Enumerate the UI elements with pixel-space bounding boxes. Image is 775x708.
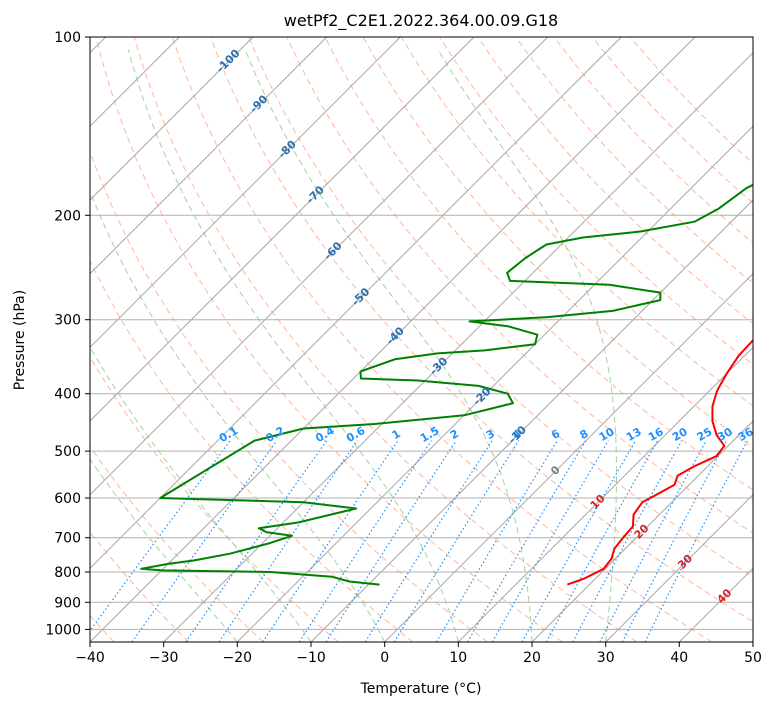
isotherm-line [90, 37, 328, 275]
y-tick-label: 600 [54, 491, 81, 507]
x-tick-label: 10 [449, 650, 467, 666]
mixing-ratio-line [90, 440, 231, 632]
y-tick-label: 900 [54, 595, 81, 611]
isotherm-line [457, 346, 753, 642]
mixing-ratio-line [262, 440, 399, 642]
dry-adiabat-line [171, 37, 712, 642]
x-tick-label: 0 [380, 650, 389, 666]
mixing-ratio-label: 36 [736, 425, 756, 444]
y-tick-label: 1000 [45, 622, 81, 638]
dry-adiabat-line [90, 356, 339, 642]
plot-frame [89, 36, 754, 643]
dry-adiabat-line [210, 37, 753, 623]
isotherm-line [90, 37, 475, 422]
y-tick-label: 800 [54, 565, 81, 581]
isotherm-line [90, 37, 622, 570]
moist-adiabat-line [244, 49, 533, 642]
x-tick-label: −10 [296, 650, 326, 666]
mixing-ratio-line [393, 440, 520, 642]
dry-adiabat-line [95, 37, 563, 642]
moist-adiabat-line [90, 458, 238, 642]
mixing-ratio-line [644, 440, 748, 642]
series-lines [140, 183, 753, 586]
pressure-grid [90, 37, 753, 630]
background-lines [90, 37, 753, 642]
isotherm-line [90, 37, 696, 642]
isotherm-line [236, 125, 753, 642]
y-axis: 1000 900 800 700 600 500 400 300 200 100 [45, 30, 90, 638]
y-tick-label: 700 [54, 531, 81, 547]
moist-adiabat-line [437, 49, 617, 642]
dry-adiabat-line [133, 37, 638, 642]
mixing-ratio-line [491, 440, 609, 642]
x-tick-label: −20 [223, 650, 253, 666]
mixing-ratio-line [521, 440, 637, 642]
x-tick-label: −40 [75, 650, 105, 666]
y-tick-label: 100 [54, 30, 81, 46]
isotherm-line [90, 37, 401, 349]
isotherm-line [310, 199, 753, 642]
x-tick-label: 30 [597, 650, 615, 666]
y-tick-label: 500 [54, 444, 81, 460]
mixing-ratio-line [466, 440, 587, 642]
x-axis-title: Temperature (°C) [360, 681, 482, 697]
isotherm-line [531, 420, 753, 642]
x-tick-label: 20 [523, 650, 541, 666]
plot-background [90, 37, 753, 642]
mixing-ratio-line [545, 440, 659, 642]
mixing-ratio-line [298, 440, 432, 642]
mixing-ratio-line [435, 440, 558, 642]
x-axis: −40 −30 −20 −10 0 10 20 30 40 50 [75, 642, 762, 666]
mixing-ratio-line [185, 440, 328, 642]
isotherm-line [90, 37, 549, 496]
x-tick-label: −30 [149, 650, 179, 666]
y-tick-label: 400 [54, 387, 81, 403]
moist-adiabat-line [127, 49, 459, 642]
mixing-ratio-line [572, 440, 683, 642]
isotherm-line [605, 493, 753, 642]
mixing-ratio-line [364, 440, 493, 642]
mixing-ratio-line [325, 440, 457, 642]
y-axis-title: Pressure (hPa) [12, 290, 28, 390]
dry-adiabat-line [286, 37, 753, 534]
dry-adiabat-line [324, 37, 753, 491]
isotherm-line [752, 641, 753, 642]
y-tick-label: 200 [54, 208, 81, 224]
chart-title: wetPf2_C2E1.2022.364.00.09.G18 [284, 11, 558, 31]
isotherm-line [90, 37, 254, 201]
isotherm-line [384, 272, 753, 642]
dry-adiabat-line [515, 37, 753, 284]
profile-line [140, 183, 753, 586]
dry-adiabat-line [248, 37, 753, 578]
x-tick-label: 50 [744, 650, 762, 666]
profile-line [566, 338, 753, 586]
x-tick-label: 40 [670, 650, 688, 666]
dry-adiabat-line [90, 259, 414, 642]
isotherm-line [163, 51, 753, 642]
y-tick-label: 300 [54, 313, 81, 329]
dry-adiabat-line [90, 445, 264, 642]
